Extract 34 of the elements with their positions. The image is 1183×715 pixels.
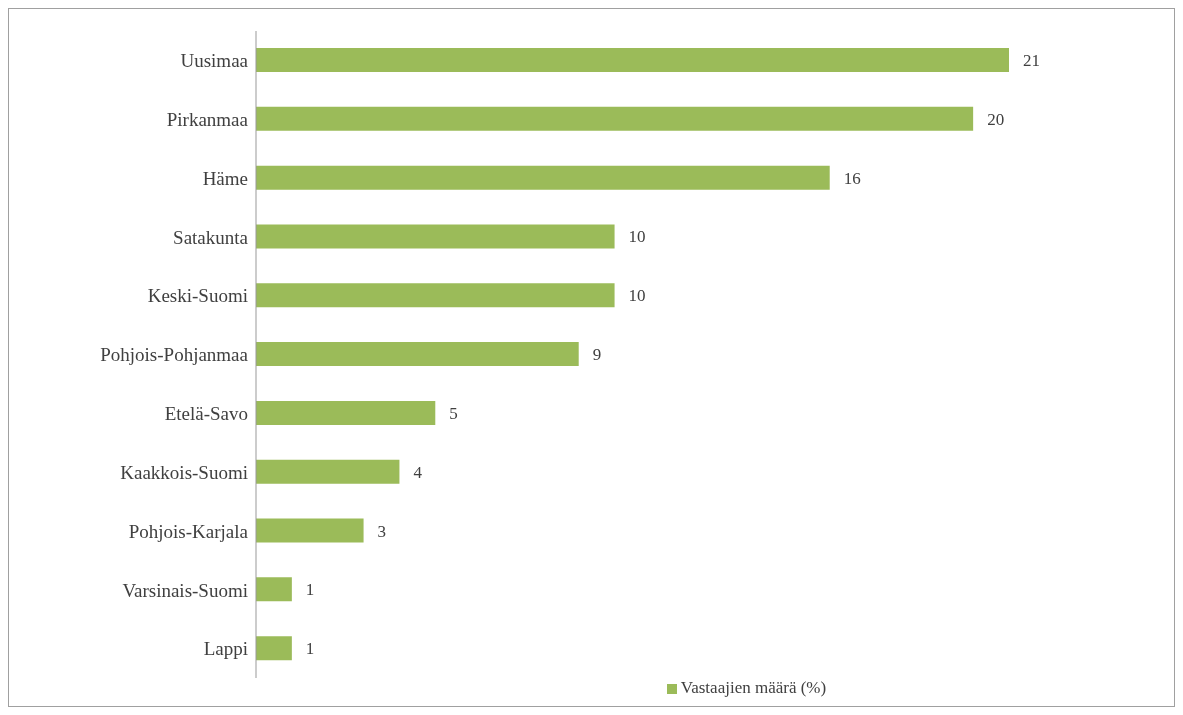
y-tick-label: Keski-Suomi bbox=[147, 285, 248, 307]
bar bbox=[256, 400, 436, 425]
data-label: 9 bbox=[592, 345, 602, 365]
y-tick-label: Lappi bbox=[203, 638, 248, 660]
data-label: 1 bbox=[305, 639, 315, 659]
bar bbox=[256, 577, 292, 602]
y-tick-label: Satakunta bbox=[173, 226, 249, 248]
data-label: 21 bbox=[1023, 51, 1040, 71]
data-label: 10 bbox=[628, 227, 646, 247]
y-tick-label: Pohjois-Karjala bbox=[128, 520, 249, 542]
data-label: 4 bbox=[413, 462, 423, 482]
bar bbox=[256, 342, 579, 367]
legend-label: Vastaajien määrä (%) bbox=[680, 678, 827, 697]
bar bbox=[256, 518, 364, 543]
bar bbox=[256, 459, 400, 484]
bar bbox=[256, 106, 974, 131]
data-label: 16 bbox=[843, 168, 861, 188]
bar bbox=[256, 48, 1009, 72]
y-tick-label: Varsinais-Suomi bbox=[122, 579, 248, 601]
data-label: 20 bbox=[987, 109, 1005, 129]
y-tick-label: Pohjois-Pohjanmaa bbox=[100, 344, 249, 366]
data-label: 1 bbox=[305, 580, 315, 600]
y-tick-label: Uusimaa bbox=[180, 50, 249, 72]
data-label: 5 bbox=[449, 403, 458, 423]
y-tick-label: Pirkanmaa bbox=[166, 108, 249, 130]
bar bbox=[256, 283, 615, 308]
data-label: 10 bbox=[628, 286, 646, 306]
bar bbox=[256, 224, 615, 249]
bar bbox=[256, 165, 830, 190]
bar bbox=[256, 636, 292, 661]
y-tick-label: Häme bbox=[202, 167, 248, 189]
y-tick-label: Etelä-Savo bbox=[164, 403, 248, 425]
y-tick-label: Kaakkois-Suomi bbox=[120, 461, 248, 483]
data-label: 3 bbox=[377, 521, 387, 541]
